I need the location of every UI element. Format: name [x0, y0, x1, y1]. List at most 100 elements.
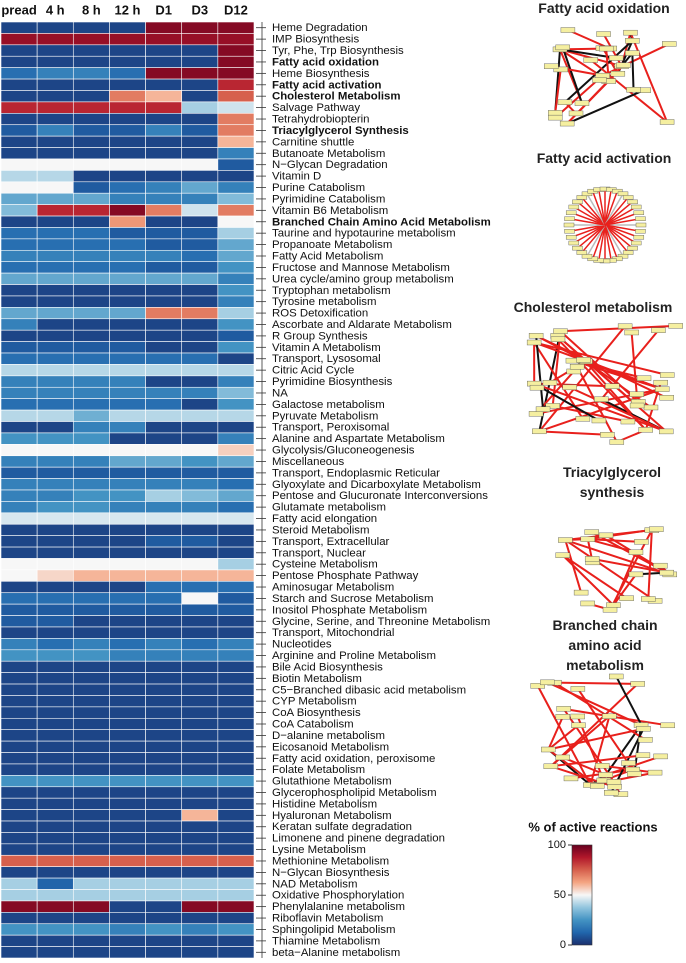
heat-cell — [109, 923, 146, 936]
network-node — [553, 66, 568, 73]
heat-cell — [72, 478, 110, 491]
heat-cell — [109, 147, 146, 160]
heat-cell — [109, 581, 146, 594]
heat-cell — [36, 261, 74, 274]
heat-cell — [145, 215, 183, 228]
heat-cell — [109, 603, 146, 616]
heat-cell — [0, 135, 38, 148]
heat-cell — [36, 329, 74, 342]
row-label: Transport, Peroxisomal — [272, 422, 389, 434]
heat-cell — [181, 889, 219, 902]
network-node — [635, 216, 646, 221]
heat-cell — [0, 318, 38, 331]
heat-cell — [72, 820, 110, 833]
heat-cell — [36, 592, 74, 605]
heat-cell — [181, 581, 219, 594]
network-edge — [562, 554, 615, 606]
network-edge — [552, 404, 629, 423]
heat-cell — [109, 843, 146, 856]
network-node — [638, 737, 653, 743]
heat-cell — [145, 386, 183, 399]
heat-cell — [217, 21, 255, 34]
heat-cell — [72, 592, 110, 605]
row-label: Methionine Metabolism — [272, 855, 389, 867]
heat-cell — [36, 672, 74, 685]
heat-cell — [145, 489, 183, 502]
network-edge — [604, 224, 641, 232]
network-node — [606, 779, 622, 785]
heat-cell — [217, 889, 255, 902]
heat-cell — [72, 489, 110, 502]
row-label: Fatty acid oxidation — [272, 56, 379, 68]
heat-cell — [217, 466, 255, 479]
heat-cell — [145, 603, 183, 616]
heat-cell — [109, 113, 146, 126]
heat-cell — [217, 854, 255, 867]
heat-cell — [181, 603, 219, 616]
heat-cell — [109, 364, 146, 377]
heat-cell — [72, 843, 110, 856]
network-edge — [604, 224, 629, 254]
heat-cell — [72, 455, 110, 468]
heat-cell — [217, 763, 255, 776]
network-node — [600, 432, 615, 438]
heat-cell — [0, 55, 38, 68]
heat-cell — [72, 375, 110, 388]
heat-cell — [0, 923, 38, 936]
heat-cell — [72, 329, 110, 342]
network-node — [570, 686, 586, 692]
row-label: Histidine Metabolism — [272, 798, 377, 810]
heat-cell — [181, 352, 219, 365]
heat-cell — [181, 227, 219, 240]
heat-cell — [109, 512, 146, 525]
colorbar-tick-label: 50 — [554, 889, 566, 901]
heat-cell — [181, 261, 219, 274]
heat-cell — [145, 843, 183, 856]
heat-cell — [217, 603, 255, 616]
heat-cell — [36, 740, 74, 753]
heat-cell — [109, 523, 146, 536]
heat-cell — [72, 946, 110, 959]
heat-cell — [145, 775, 183, 788]
heat-cell — [217, 55, 255, 68]
heat-cell — [72, 535, 110, 548]
heat-cell — [181, 329, 219, 342]
network-node — [568, 110, 584, 117]
heat-cell — [181, 204, 219, 217]
heat-cell — [0, 466, 38, 479]
heat-cell — [72, 660, 110, 673]
network-node — [625, 38, 640, 44]
heat-cell — [217, 866, 255, 879]
heat-cell — [145, 695, 183, 708]
heat-cell — [72, 523, 110, 536]
row-label: Hyaluronan Metabolism — [272, 810, 392, 822]
heat-cell — [181, 421, 219, 434]
network-edge — [591, 557, 667, 574]
heat-cell — [145, 649, 183, 662]
network-node — [596, 31, 611, 37]
heat-cell — [145, 284, 183, 297]
row-label: Fructose and Mannose Metabolism — [272, 262, 450, 274]
network-node — [545, 403, 560, 409]
row-label: Glycolysis/Gluconeogenesis — [272, 445, 415, 457]
heat-cell — [36, 775, 74, 788]
network-node — [573, 589, 589, 596]
network-node — [526, 339, 542, 346]
heat-cell — [36, 113, 74, 126]
heat-cell — [145, 135, 183, 148]
network-node — [557, 99, 573, 105]
row-label: Eicosanoid Metabolism — [272, 741, 389, 753]
network-node — [636, 375, 652, 381]
network-node — [619, 595, 634, 601]
heat-cell — [0, 843, 38, 856]
heat-cell — [217, 809, 255, 822]
heat-cell — [0, 101, 38, 114]
heat-cell — [36, 33, 74, 46]
heat-cell — [145, 124, 183, 137]
heat-cell — [109, 238, 146, 251]
heat-cell — [72, 249, 110, 263]
heat-cell — [72, 569, 110, 582]
network-edge — [561, 47, 583, 104]
heat-cell — [217, 444, 255, 457]
heat-cell — [217, 33, 255, 46]
